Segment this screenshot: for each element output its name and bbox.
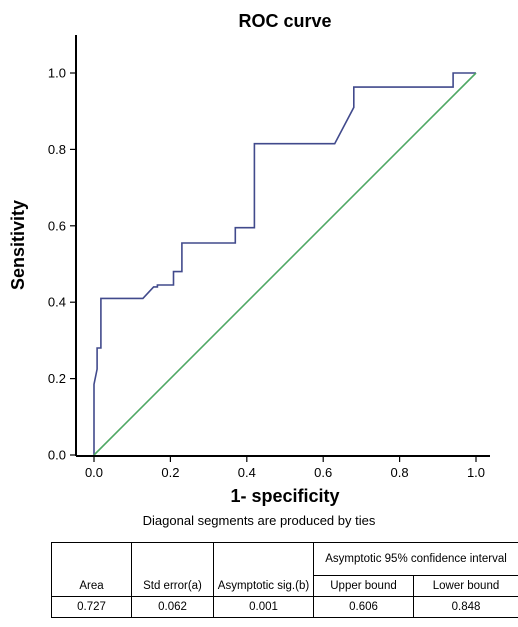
roc-curve-line [93,72,476,455]
header-asymptotic-sig: Asymptotic sig.(b) [213,542,314,597]
header-lower-bound: Lower bound [412,575,518,597]
header-upper-bound: Upper bound [313,575,414,597]
x-tick-label: 0.8 [391,465,409,480]
header-area: Area [51,542,132,597]
ties-note: Diagonal segments are produced by ties [142,513,376,528]
x-tick-label: 0.6 [314,465,332,480]
chart-title: ROC curve [238,11,331,31]
x-tick-label: 0.4 [238,465,256,480]
value-upper-bound: 0.606 [313,596,414,618]
header-confidence-interval: Asymptotic 95% confidence interval [312,542,518,576]
y-tick-label: 0.0 [48,448,66,463]
x-ticks: 0.0 0.2 0.4 0.6 0.8 1.0 [85,456,485,480]
roc-statistics-table: Area Std error(a) Asymptotic sig.(b) Asy… [51,542,518,618]
y-tick-label: 1.0 [48,66,66,81]
value-area: 0.727 [51,596,132,618]
y-axis-title: Sensitivity [8,200,28,290]
header-std-error: Std error(a) [131,542,214,597]
y-tick-label: 0.6 [48,218,66,233]
y-tick-label: 0.4 [48,295,66,310]
x-axis-title: 1- specificity [230,486,339,506]
plot-lines [93,72,477,456]
value-asymptotic-sig: 0.001 [213,596,314,618]
x-tick-label: 0.2 [161,465,179,480]
reference-diagonal-line [93,72,477,456]
value-std-error: 0.062 [131,596,214,618]
roc-chart: ROC curve 0.00.20.40.60.81.0 0.0 0.2 0.4 0.… [8,11,490,506]
x-tick-label: 0.0 [85,465,103,480]
value-lower-bound: 0.848 [412,596,518,618]
y-ticks: 0.0 0.2 0.4 0.6 0.8 1.0 [48,66,76,463]
y-tick-label: 0.2 [48,371,66,386]
x-tick-label: 1.0 [467,465,485,480]
y-tick-label: 0.8 [48,142,66,157]
